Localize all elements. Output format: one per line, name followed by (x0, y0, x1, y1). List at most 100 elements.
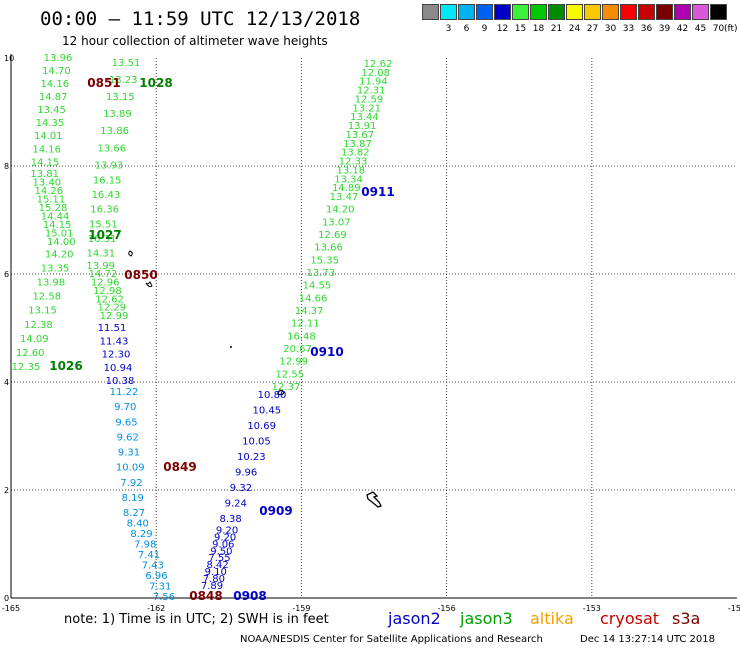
scale-swatch (602, 4, 619, 20)
pass-time-label: 1028 (139, 76, 172, 90)
swh-label: 15.11 (37, 194, 66, 205)
y-tick-label: 4 (4, 378, 9, 387)
swh-label: 14.37 (295, 306, 324, 317)
swh-label: 13.15 (28, 306, 57, 317)
swh-label: 14.44 (41, 212, 70, 223)
scale-label: 18 (532, 24, 545, 34)
swh-label: 15.51 (89, 219, 118, 230)
scale-label: 9 (481, 24, 488, 34)
swh-label: 8.29 (130, 529, 152, 540)
swh-label: 7.41 (138, 550, 160, 561)
swh-label: 13.93 (95, 160, 124, 171)
swh-label: 14.09 (20, 334, 49, 345)
swh-label: 12.30 (102, 350, 131, 361)
swh-label: 14.70 (42, 66, 71, 77)
swh-label: 13.91 (348, 121, 377, 132)
swh-label: 7.98 (134, 540, 156, 551)
swh-label: 8.27 (123, 508, 145, 519)
swh-label: 13.96 (44, 53, 73, 64)
swh-label: 9.96 (235, 468, 257, 479)
pass-time-label: 0848 (189, 589, 222, 603)
scale-label: 15 (514, 24, 527, 34)
swh-label: 7.92 (120, 478, 142, 489)
scale-label: 27 (586, 24, 599, 34)
swh-label: 9.20 (214, 532, 236, 543)
swh-label: 12.35 (12, 362, 41, 373)
scale-label: 39 (658, 24, 671, 34)
scale-label: 21 (550, 24, 563, 34)
pass-time-label: 1027 (88, 228, 121, 242)
island-outline (230, 346, 232, 348)
swh-label: 16.15 (93, 176, 122, 187)
y-tick-label: 0 (4, 594, 9, 603)
swh-label: 7.89 (201, 581, 223, 592)
scale-label: 24 (568, 24, 581, 34)
swh-label: 11.43 (100, 336, 129, 347)
swh-label: 8.38 (219, 514, 241, 525)
pass-time-label: 0908 (233, 589, 266, 603)
swh-label: 10.45 (253, 406, 282, 417)
swh-label: 9.70 (114, 402, 136, 413)
scale-swatch (530, 4, 547, 20)
swh-label: 13.66 (314, 243, 343, 254)
swh-label: 12.37 (272, 382, 301, 393)
scale-swatch (692, 4, 709, 20)
swh-label: 12.98 (93, 286, 122, 297)
swh-label: 14.31 (87, 248, 116, 259)
swh-label: 9.10 (205, 567, 227, 578)
swh-label: 13.15 (106, 92, 135, 103)
swh-label: 6.96 (145, 571, 167, 582)
pass-time-label: 0909 (259, 504, 292, 518)
swh-label: 12.29 (97, 303, 126, 314)
swh-label: 12.59 (355, 94, 384, 105)
swh-label: 13.18 (336, 165, 365, 176)
swh-label: 12.60 (16, 348, 45, 359)
swh-label: 13.81 (30, 169, 59, 180)
scale-swatch (548, 4, 565, 20)
scale-label: 6 (463, 24, 470, 34)
legend-altika: altika (530, 609, 574, 628)
y-tick-label: 6 (4, 270, 9, 279)
scale-swatch (476, 4, 493, 20)
scale-swatch (494, 4, 511, 20)
swh-label: 9.62 (117, 432, 139, 443)
swh-label: 7.55 (208, 553, 230, 564)
swh-label: 12.08 (361, 68, 390, 79)
pass-time-label: 0851 (87, 76, 120, 90)
swh-label: 16.48 (287, 331, 316, 342)
swh-label: 15.28 (39, 203, 68, 214)
swh-label: 11.51 (98, 323, 127, 334)
legend-cryosat: cryosat (600, 609, 660, 628)
chart-subtitle: 12 hour collection of altimeter wave hei… (62, 34, 328, 48)
swh-label: 13.66 (97, 143, 126, 154)
swh-label: 13.87 (343, 139, 372, 150)
swh-label: 13.98 (37, 278, 66, 289)
swh-label: 14.72 (89, 269, 118, 280)
scale-swatch (638, 4, 655, 20)
swh-label: 13.82 (341, 148, 370, 159)
scale-swatch (710, 4, 727, 20)
credit-text: NOAA/NESDIS Center for Satellite Applica… (240, 634, 543, 645)
swh-label: 13.47 (330, 192, 359, 203)
swh-label: 16.43 (92, 190, 121, 201)
swh-label: 14.89 (332, 183, 361, 194)
swh-label: 9.20 (216, 525, 238, 536)
note-text: note: 1) Time is in UTC; 2) SWH is in fe… (64, 612, 329, 627)
swh-label: 9.50 (210, 546, 232, 557)
swh-label: 14.16 (40, 79, 69, 90)
y-tick-label: 10 (4, 54, 14, 63)
scale-swatch (656, 4, 673, 20)
swh-label: 14.87 (39, 92, 68, 103)
swh-label: 9.31 (118, 448, 140, 459)
swh-label: 10.80 (258, 390, 287, 401)
swh-label: 10.05 (242, 437, 271, 448)
chart-title: 00:00 – 11:59 UTC 12/13/2018 (40, 8, 361, 30)
swh-label: 8.40 (127, 519, 149, 530)
swh-label: 14.01 (34, 131, 63, 142)
swh-label: 14.16 (32, 144, 61, 155)
swh-label: 20.67 (283, 344, 312, 355)
swh-label: 12.69 (318, 230, 347, 241)
swh-label: 13.40 (32, 177, 61, 188)
x-tick-label: -162 (147, 604, 165, 613)
